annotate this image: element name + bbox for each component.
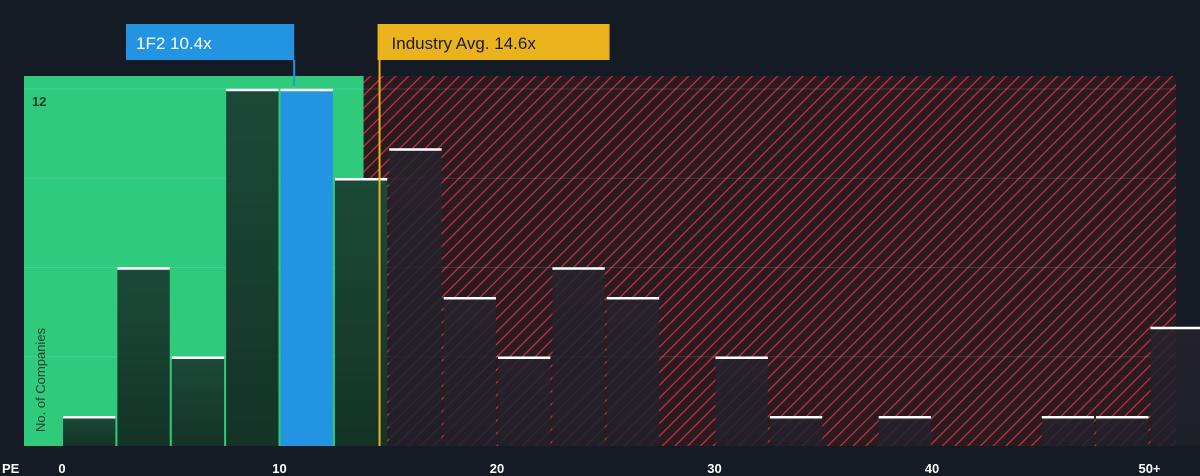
bar-5 <box>334 178 388 446</box>
bar-2 <box>171 356 225 446</box>
bars <box>63 88 1200 446</box>
bar-3 <box>226 89 279 446</box>
y-tick-12: 12 <box>32 94 46 109</box>
bar-19 <box>1096 416 1149 446</box>
bar-0 <box>63 416 116 446</box>
bar-4 <box>280 89 333 446</box>
company-callout-box <box>126 24 295 60</box>
x-tick-40: 40 <box>925 461 939 476</box>
bar-15 <box>878 416 931 446</box>
bar-7 <box>443 297 496 446</box>
x-ticks: 0 10 20 30 40 50+ <box>58 461 1161 476</box>
x-tick-0: 0 <box>58 461 65 476</box>
industry-callout: Industry Avg. 14.6x <box>377 24 610 60</box>
bar-8 <box>498 356 551 446</box>
x-tick-10: 10 <box>272 461 286 476</box>
bar-9 <box>552 267 605 446</box>
company-callout: 1F2 10.4x <box>126 24 296 86</box>
bar-13 <box>769 416 823 446</box>
bar-12 <box>715 356 768 446</box>
x-tick-20: 20 <box>490 461 504 476</box>
industry-callout-box <box>377 24 610 60</box>
bar-10 <box>606 297 660 446</box>
x-axis-prefix: PE <box>2 461 20 476</box>
bar-6 <box>389 148 442 446</box>
bar-20 <box>1150 327 1200 446</box>
y-axis-label: No. of Companies <box>33 327 48 432</box>
x-tick-50+: 50+ <box>1138 461 1160 476</box>
bar-18 <box>1041 416 1095 446</box>
bar-1 <box>117 267 170 446</box>
industry-callout-label: Industry Avg. 14.6x <box>392 34 537 53</box>
company-callout-label: 1F2 10.4x <box>136 34 212 53</box>
x-tick-30: 30 <box>707 461 721 476</box>
